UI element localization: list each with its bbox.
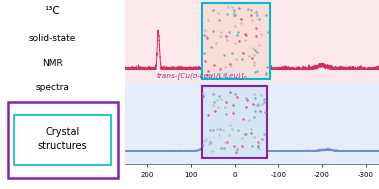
Bar (125, 82, 379, 164)
Bar (8, 102, 117, 178)
Text: ¹³C: ¹³C (45, 6, 60, 16)
Text: spectra: spectra (36, 83, 69, 92)
Text: solid-state: solid-state (29, 34, 76, 43)
Text: trans-[Cu(ᴅ-Leu)(ʟ-Leu)]ₙ: trans-[Cu(ᴅ-Leu)(ʟ-Leu)]ₙ (156, 72, 247, 79)
Bar (202, 3, 269, 79)
Text: Crystal
structures: Crystal structures (38, 127, 87, 151)
Bar (125, 0, 379, 82)
Bar (202, 85, 267, 158)
Text: NMR: NMR (42, 59, 63, 68)
Bar (14, 115, 111, 165)
